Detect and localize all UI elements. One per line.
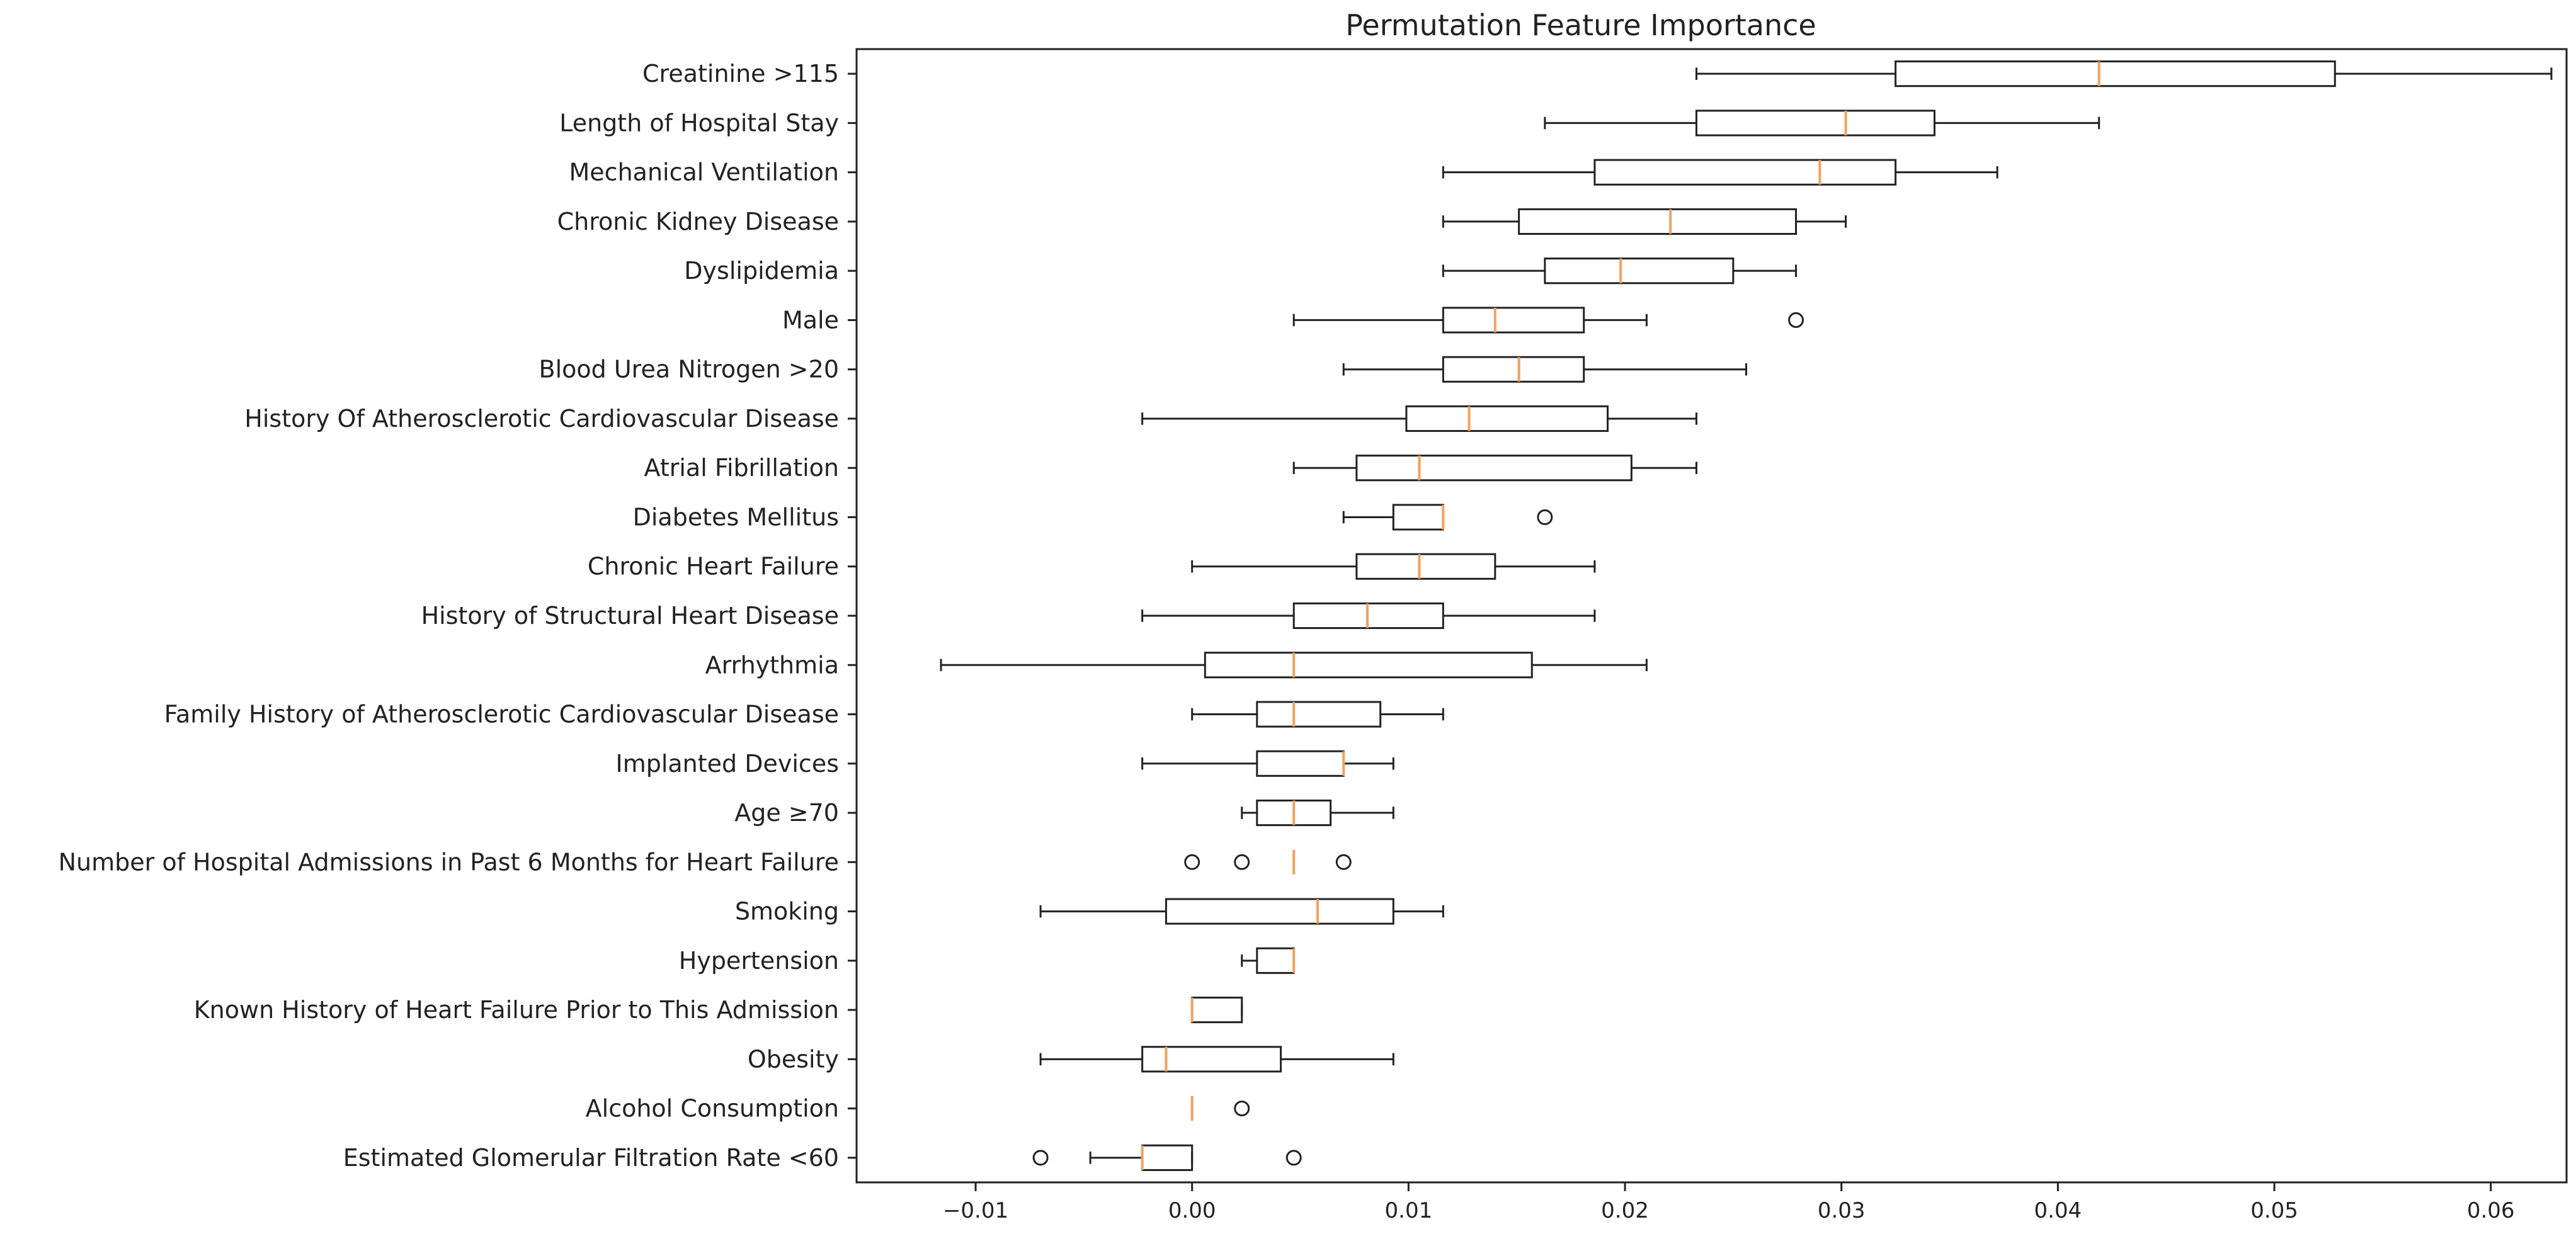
box-21	[1190, 1096, 1250, 1121]
box-7	[1141, 405, 1697, 433]
iqr-box	[1191, 997, 1243, 1024]
iqr-box	[1204, 652, 1533, 679]
iqr-box	[1405, 405, 1609, 433]
iqr-box	[1442, 356, 1585, 383]
iqr-box	[1141, 1144, 1194, 1171]
x-axis: −0.01 0.00 0.01 0.02 0.03 0.04 0.05 0.06	[943, 1182, 2515, 1223]
box-9	[1342, 504, 1553, 531]
x-tick-label: 0.06	[2467, 1198, 2515, 1223]
x-tick-label: 0.04	[2034, 1198, 2082, 1223]
chart-marks	[940, 60, 2553, 1171]
x-tick-label: −0.01	[943, 1198, 1008, 1223]
category-label: Number of Hospital Admissions in Past 6 …	[59, 848, 839, 876]
category-label: Alcohol Consumption	[586, 1095, 839, 1123]
category-label: Implanted Devices	[615, 750, 839, 778]
category-label: Family History of Atherosclerotic Cardio…	[164, 701, 839, 728]
iqr-box	[1355, 553, 1496, 580]
iqr-box	[1256, 750, 1345, 777]
outlier-point	[1788, 312, 1804, 328]
iqr-box	[1442, 307, 1585, 334]
outlier-point	[1234, 854, 1250, 870]
x-tick-label: 0.03	[1818, 1198, 1866, 1223]
box-17	[1039, 898, 1444, 925]
box-16	[1184, 849, 1352, 875]
iqr-box	[1895, 60, 2336, 88]
box-13	[1191, 701, 1444, 728]
category-label: Creatinine >115	[642, 60, 839, 88]
iqr-box	[1165, 898, 1394, 925]
category-label: Obesity	[748, 1045, 839, 1073]
iqr-box	[1256, 947, 1295, 974]
outlier-point	[1032, 1150, 1049, 1166]
category-label: History Of Atherosclerotic Cardiovascula…	[244, 405, 839, 433]
plot-area-frame	[855, 48, 2568, 1184]
category-label: Atrial Fibrillation	[644, 454, 839, 482]
category-label: Chronic Kidney Disease	[557, 208, 839, 235]
box-2	[1442, 159, 1998, 186]
box-14	[1141, 750, 1394, 777]
category-label: Age ≥70	[734, 799, 839, 827]
category-label: Arrhythmia	[705, 651, 839, 679]
category-label: Known History of Heart Failure Prior to …	[194, 996, 839, 1024]
category-label: Mechanical Ventilation	[569, 159, 839, 186]
box-18	[1241, 947, 1296, 974]
box-8	[1292, 455, 1697, 482]
iqr-box	[1593, 159, 1897, 186]
iqr-box	[1355, 455, 1633, 482]
category-label: Blood Urea Nitrogen >20	[539, 356, 839, 383]
box-12	[940, 652, 1648, 679]
chart-title: Permutation Feature Importance	[1345, 8, 1816, 42]
category-label: Length of Hospital Stay	[559, 109, 839, 137]
outlier-point	[1234, 1101, 1250, 1117]
category-label: Male	[782, 306, 839, 334]
iqr-box	[1256, 701, 1382, 728]
category-label: Chronic Heart Failure	[588, 553, 839, 580]
box-3	[1442, 208, 1847, 235]
iqr-box	[1695, 110, 1935, 137]
outlier-point	[1537, 509, 1553, 525]
y-axis: Creatinine >115 Length of Hospital Stay Me…	[59, 60, 857, 1172]
box-11	[1141, 602, 1596, 630]
category-label: Estimated Glomerular Filtration Rate <60	[343, 1144, 839, 1172]
box-10	[1191, 553, 1596, 580]
outlier-point	[1184, 854, 1200, 870]
outlier-point	[1285, 1150, 1302, 1166]
box-19	[1190, 997, 1243, 1024]
x-tick-label: 0.02	[1601, 1198, 1649, 1223]
box-5	[1292, 307, 1804, 334]
category-label: Smoking	[735, 898, 839, 926]
category-label: History of Structural Heart Disease	[421, 602, 839, 630]
x-tick-label: 0.00	[1168, 1198, 1216, 1223]
iqr-box	[1141, 1046, 1282, 1073]
box-1	[1544, 110, 2100, 137]
category-label: Dyslipidemia	[684, 257, 839, 285]
iqr-box	[1544, 258, 1735, 285]
box-22	[1032, 1144, 1302, 1171]
box-6	[1342, 356, 1747, 383]
x-tick-label: 0.05	[2250, 1198, 2298, 1223]
category-label: Diabetes Mellitus	[633, 503, 839, 531]
box-4	[1442, 258, 1798, 285]
box-20	[1039, 1046, 1394, 1073]
x-tick-label: 0.01	[1385, 1198, 1433, 1223]
outlier-point	[1335, 854, 1352, 870]
box-0	[1695, 60, 2553, 88]
category-label: Hypertension	[679, 947, 839, 975]
iqr-box	[1518, 208, 1798, 235]
iqr-box	[1392, 504, 1444, 531]
box-15	[1241, 799, 1394, 827]
